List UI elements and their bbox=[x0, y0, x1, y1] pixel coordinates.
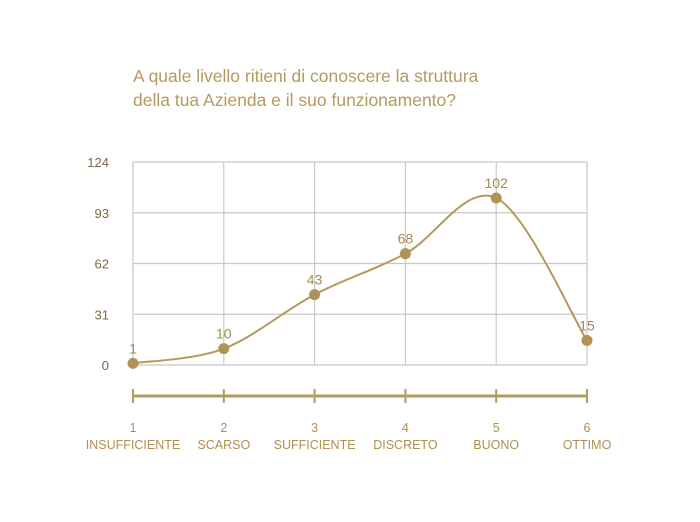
data-labels: 1 10 43 68 102 15 bbox=[129, 175, 595, 356]
y-tick-label-3: 93 bbox=[95, 206, 109, 221]
data-point-0 bbox=[127, 357, 139, 369]
chart-title-line-1: A quale livello ritieni di conoscere la … bbox=[133, 66, 479, 86]
chart-title: A quale livello ritieni di conoscere la … bbox=[133, 64, 553, 112]
data-label-2: 43 bbox=[307, 272, 323, 288]
x-tick-number-0: 1 bbox=[130, 421, 137, 435]
chart-title-line-2: della tua Azienda e il suo funzionamento… bbox=[133, 90, 457, 110]
data-point-2 bbox=[309, 289, 321, 301]
chart-grid bbox=[132, 161, 588, 366]
x-tick-category-5: OTTIMO bbox=[563, 438, 612, 452]
data-label-5: 15 bbox=[579, 317, 595, 333]
data-point-5 bbox=[581, 334, 593, 346]
x-tick-category-1: SCARSO bbox=[197, 438, 250, 452]
x-tick-category-4: BUONO bbox=[473, 438, 519, 452]
data-point-3 bbox=[399, 248, 411, 260]
data-label-0: 1 bbox=[129, 340, 137, 356]
x-tick-category-2: SUFFICIENTE bbox=[274, 438, 356, 452]
y-tick-label-4: 124 bbox=[87, 155, 109, 170]
x-tick-category-3: DISCRETO bbox=[373, 438, 438, 452]
x-tick-number-1: 2 bbox=[220, 421, 227, 435]
data-point-4 bbox=[490, 192, 502, 204]
y-tick-label-1: 31 bbox=[95, 307, 109, 322]
data-label-4: 102 bbox=[485, 175, 509, 191]
data-point-1 bbox=[218, 343, 230, 355]
x-axis: 1 INSUFFICIENTE 2 SCARSO 3 SUFFICIENTE 4 DISCRE… bbox=[86, 389, 612, 452]
series-line bbox=[132, 194, 588, 365]
x-tick-number-5: 6 bbox=[584, 421, 591, 435]
x-tick-number-3: 4 bbox=[402, 421, 409, 435]
x-tick-category-0: INSUFFICIENTE bbox=[86, 438, 180, 452]
y-tick-label-0: 0 bbox=[102, 358, 109, 373]
y-tick-label-2: 62 bbox=[95, 257, 109, 272]
data-label-1: 10 bbox=[216, 326, 232, 342]
data-label-3: 68 bbox=[398, 231, 414, 247]
x-tick-number-2: 3 bbox=[311, 421, 318, 435]
x-tick-number-4: 5 bbox=[493, 421, 500, 435]
y-axis-ticks: 0 31 62 93 124 bbox=[87, 155, 109, 373]
data-points bbox=[127, 192, 593, 369]
